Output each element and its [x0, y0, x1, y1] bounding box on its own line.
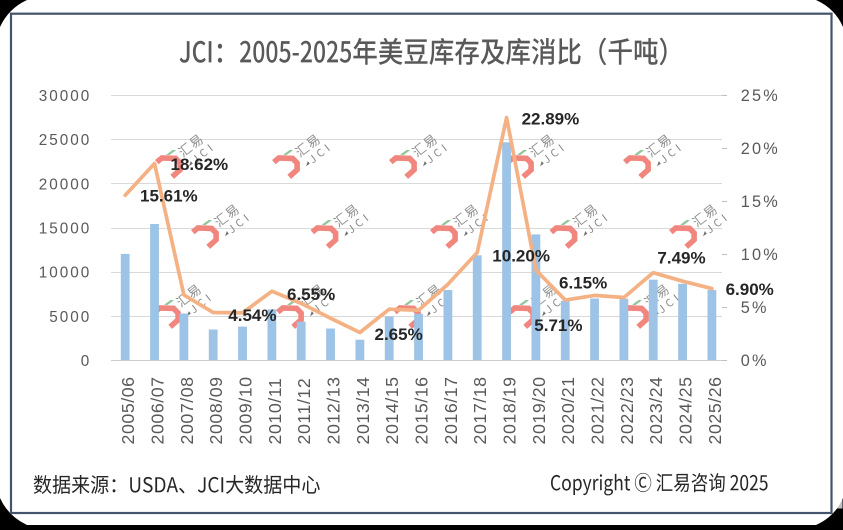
svg-text:2006/07: 2006/07 — [147, 376, 167, 444]
svg-text:2010/11: 2010/11 — [265, 378, 285, 445]
svg-text:2011/12: 2011/12 — [294, 378, 314, 445]
svg-text:5%: 5% — [741, 299, 769, 317]
svg-text:2005/06: 2005/06 — [118, 376, 138, 444]
svg-text:2.65%: 2.65% — [375, 325, 423, 344]
svg-text:2014/15: 2014/15 — [382, 376, 402, 444]
svg-text:2018/19: 2018/19 — [499, 376, 519, 444]
svg-text:0: 0 — [81, 353, 92, 370]
svg-text:20%: 20% — [741, 140, 780, 158]
svg-text:2007/08: 2007/08 — [177, 376, 197, 444]
svg-text:10%: 10% — [741, 246, 780, 264]
svg-text:5000: 5000 — [49, 309, 91, 326]
svg-text:2020/21: 2020/21 — [558, 376, 578, 444]
svg-text:2024/25: 2024/25 — [675, 376, 695, 444]
svg-text:2012/13: 2012/13 — [323, 376, 343, 444]
svg-text:15000: 15000 — [39, 221, 92, 238]
svg-text:15.61%: 15.61% — [140, 187, 198, 206]
svg-text:0%: 0% — [741, 352, 769, 370]
svg-text:2008/09: 2008/09 — [206, 376, 226, 444]
svg-text:10.20%: 10.20% — [492, 247, 550, 266]
svg-text:5.71%: 5.71% — [534, 316, 582, 335]
svg-text:6.55%: 6.55% — [287, 285, 335, 304]
svg-text:6.15%: 6.15% — [559, 274, 607, 293]
svg-text:6.90%: 6.90% — [726, 280, 774, 299]
svg-text:2022/23: 2022/23 — [617, 376, 637, 444]
svg-text:2019/20: 2019/20 — [529, 376, 549, 444]
svg-text:2025/26: 2025/26 — [705, 376, 725, 444]
svg-text:2015/16: 2015/16 — [411, 376, 431, 444]
svg-text:18.62%: 18.62% — [171, 155, 229, 174]
svg-text:2016/17: 2016/17 — [441, 376, 461, 444]
svg-text:10000: 10000 — [39, 265, 92, 282]
svg-text:2021/22: 2021/22 — [587, 376, 607, 444]
svg-text:2017/18: 2017/18 — [470, 376, 490, 444]
svg-text:2013/14: 2013/14 — [353, 376, 373, 444]
svg-text:4.54%: 4.54% — [228, 306, 276, 325]
svg-text:25000: 25000 — [39, 132, 92, 149]
svg-text:2009/10: 2009/10 — [235, 376, 255, 444]
svg-text:15%: 15% — [741, 193, 780, 211]
svg-text:20000: 20000 — [39, 176, 92, 193]
svg-text:7.49%: 7.49% — [657, 249, 705, 268]
svg-text:2023/24: 2023/24 — [646, 376, 666, 444]
svg-text:25%: 25% — [741, 87, 780, 105]
svg-text:30000: 30000 — [39, 88, 92, 105]
svg-text:22.89%: 22.89% — [522, 110, 580, 129]
